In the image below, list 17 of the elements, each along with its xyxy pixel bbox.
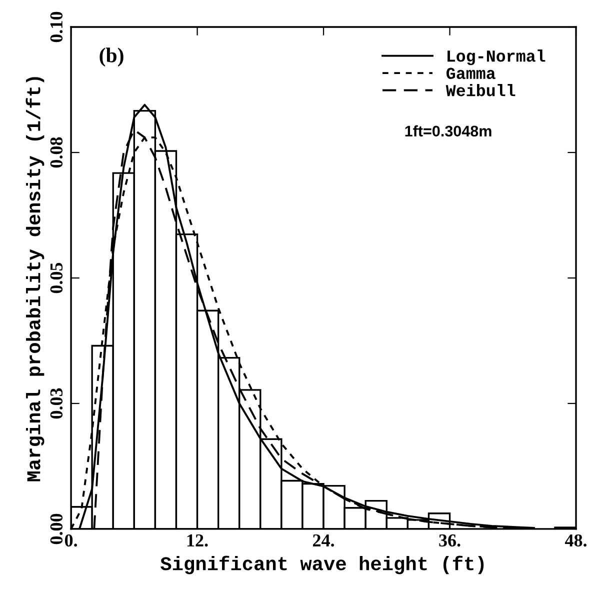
x-tick-label: 36.	[439, 534, 460, 547]
x-tick-label: 24.	[313, 534, 334, 547]
y-tick-label: 0.03	[50, 388, 63, 419]
y-tick-label: 0.10	[50, 12, 63, 42]
annotation: (b)	[100, 48, 124, 67]
y-tick-label: 0.00	[50, 514, 63, 544]
legend-label: Gamma	[446, 68, 496, 80]
x-tick-label: 12.	[187, 534, 208, 547]
y-axis-title: Marginal probability density (1/ft)	[26, 77, 44, 482]
legend-label: Weibull	[446, 84, 516, 96]
annotation: 1ft=0.3048m	[405, 125, 492, 137]
y-tick-label: 0.05	[50, 262, 63, 294]
y-tick-label: 0.08	[50, 137, 63, 168]
legend-label: Log-Normal	[448, 50, 546, 66]
x-axis-title: Significant wave height (ft)	[160, 556, 484, 574]
x-tick-label: 48.	[564, 534, 587, 547]
x-tick-label: 0.	[64, 534, 78, 547]
